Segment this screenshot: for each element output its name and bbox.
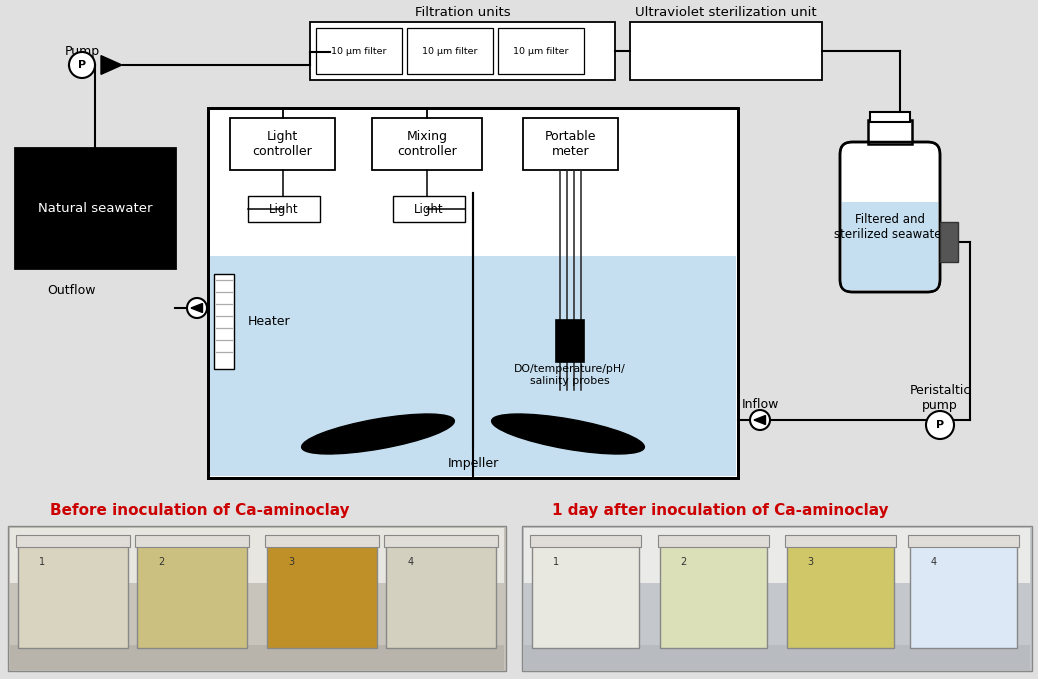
Bar <box>372 118 482 170</box>
Circle shape <box>750 410 770 430</box>
Text: 10 μm filter: 10 μm filter <box>331 46 387 56</box>
Circle shape <box>187 298 207 318</box>
Bar <box>208 108 738 478</box>
Text: Filtration units: Filtration units <box>415 5 511 18</box>
Text: 4: 4 <box>408 557 414 567</box>
Polygon shape <box>101 56 121 74</box>
Bar <box>842 202 938 290</box>
Text: 10 μm filter: 10 μm filter <box>513 46 569 56</box>
Bar <box>8 526 506 671</box>
Text: Light
controller: Light controller <box>252 130 312 158</box>
Text: Pump: Pump <box>64 45 100 58</box>
Bar <box>265 536 379 547</box>
Bar <box>868 120 912 144</box>
FancyBboxPatch shape <box>840 142 940 292</box>
Text: Heater: Heater <box>248 315 291 328</box>
Bar <box>658 536 769 547</box>
Bar <box>660 543 767 648</box>
Text: 1: 1 <box>552 557 558 567</box>
Text: Ultraviolet sterilization unit: Ultraviolet sterilization unit <box>635 5 817 18</box>
Bar <box>556 320 584 362</box>
Bar <box>907 536 1018 547</box>
Text: Light: Light <box>414 202 444 215</box>
Bar <box>785 536 896 547</box>
Ellipse shape <box>492 414 645 454</box>
Circle shape <box>69 52 95 78</box>
Bar <box>137 543 247 648</box>
Bar <box>214 274 234 369</box>
Bar <box>407 28 493 74</box>
Polygon shape <box>191 304 202 312</box>
Bar <box>940 222 958 262</box>
Text: Natural seawater: Natural seawater <box>37 202 153 215</box>
Bar <box>522 526 1032 671</box>
Bar <box>15 148 175 268</box>
Polygon shape <box>754 416 765 424</box>
Text: 3: 3 <box>808 557 814 567</box>
Bar <box>386 543 496 648</box>
Circle shape <box>926 411 954 439</box>
Text: 4: 4 <box>930 557 936 567</box>
Text: Inflow: Inflow <box>741 397 778 411</box>
Ellipse shape <box>302 414 455 454</box>
Text: Portable
meter: Portable meter <box>545 130 596 158</box>
Bar <box>248 196 320 222</box>
Text: 2: 2 <box>159 557 165 567</box>
Bar <box>532 543 639 648</box>
Bar <box>208 108 738 478</box>
Bar <box>10 528 504 583</box>
Bar <box>16 536 130 547</box>
Text: P: P <box>78 60 86 70</box>
Bar <box>18 543 128 648</box>
Bar <box>524 645 1030 669</box>
Text: Peristaltic
pump: Peristaltic pump <box>909 384 971 412</box>
Bar <box>210 256 736 476</box>
Bar <box>909 543 1016 648</box>
Bar <box>384 536 498 547</box>
Bar <box>498 28 584 74</box>
Text: P: P <box>936 420 945 430</box>
Bar <box>10 645 504 669</box>
Bar <box>530 536 641 547</box>
Bar <box>0 0 1038 490</box>
Text: 1: 1 <box>39 557 45 567</box>
Bar <box>267 543 377 648</box>
Bar <box>524 528 1030 583</box>
Bar <box>523 118 618 170</box>
Text: 1 day after inoculation of Ca-aminoclay: 1 day after inoculation of Ca-aminoclay <box>551 502 889 517</box>
Text: Before inoculation of Ca-aminoclay: Before inoculation of Ca-aminoclay <box>50 502 350 517</box>
Text: Mixing
controller: Mixing controller <box>398 130 457 158</box>
Text: Outflow: Outflow <box>48 285 97 297</box>
Text: Filtered and
sterilized seawater: Filtered and sterilized seawater <box>834 213 947 241</box>
Bar <box>316 28 402 74</box>
Text: 10 μm filter: 10 μm filter <box>422 46 477 56</box>
Bar <box>136 536 249 547</box>
Text: DO/temperature/pH/
salinity probes: DO/temperature/pH/ salinity probes <box>514 364 626 386</box>
Bar <box>630 22 822 80</box>
Bar <box>0 492 1038 679</box>
Text: Impeller: Impeller <box>447 456 498 469</box>
Bar <box>230 118 335 170</box>
Bar <box>870 112 910 122</box>
Bar <box>393 196 465 222</box>
Text: 2: 2 <box>680 557 686 567</box>
Bar <box>787 543 895 648</box>
Text: Light: Light <box>269 202 299 215</box>
Bar <box>310 22 614 80</box>
Text: 3: 3 <box>288 557 294 567</box>
